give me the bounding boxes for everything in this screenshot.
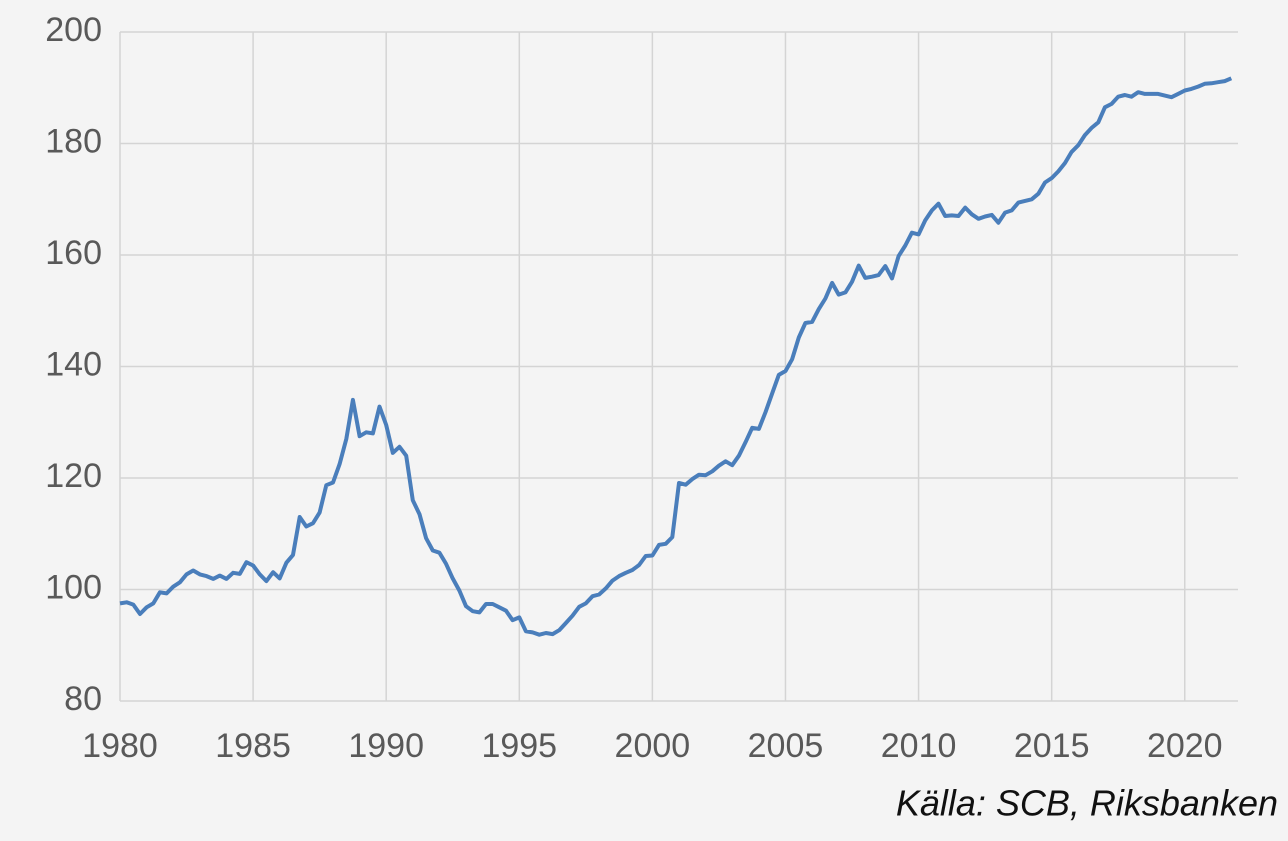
x-tick-label: 1985 — [215, 727, 291, 765]
x-tick-label: 1990 — [348, 727, 424, 765]
x-tick-label: 1995 — [481, 727, 557, 765]
x-tick-label: 2000 — [615, 727, 691, 765]
data-line — [119, 76, 1233, 637]
x-tick-label: 2010 — [881, 727, 957, 765]
y-tick-label: 180 — [45, 122, 102, 160]
source-note: Källa: SCB, Riksbanken — [896, 783, 1278, 824]
y-tick-label: 100 — [45, 568, 102, 606]
y-tick-label: 140 — [45, 345, 102, 383]
y-tick-label: 80 — [64, 680, 102, 718]
y-tick-label: 120 — [45, 457, 102, 495]
x-tick-label: 2015 — [1014, 727, 1090, 765]
y-tick-label: 160 — [45, 234, 102, 272]
y-tick-label: 200 — [45, 11, 102, 49]
x-tick-label: 1980 — [82, 727, 158, 765]
x-tick-label: 2020 — [1147, 727, 1223, 765]
x-tick-label: 2005 — [748, 727, 824, 765]
